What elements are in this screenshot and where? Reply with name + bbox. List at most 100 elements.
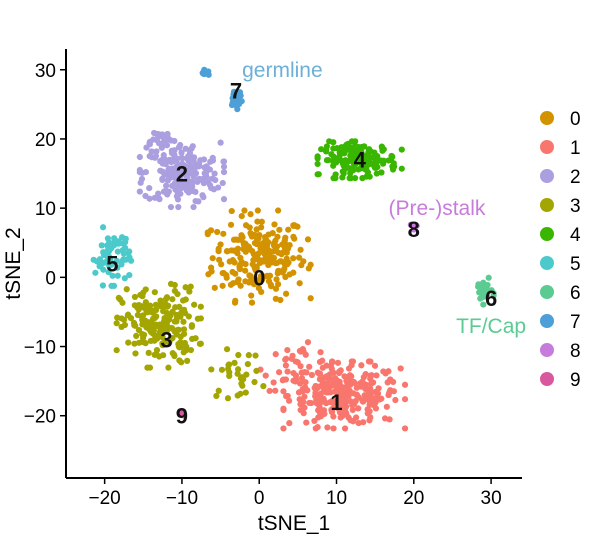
cluster-1-point xyxy=(362,371,369,378)
cluster-0-point xyxy=(223,274,230,281)
cluster-1-point xyxy=(383,403,390,410)
cluster-0-point xyxy=(270,242,278,249)
cluster-1-point xyxy=(316,383,323,390)
cluster-0-point xyxy=(252,253,259,261)
cluster-3-point xyxy=(218,366,226,373)
cluster-3-point xyxy=(134,311,141,319)
cluster-3-point xyxy=(127,315,135,322)
cluster-0-point xyxy=(220,270,227,277)
cluster-4-point xyxy=(366,146,373,153)
cluster-2-point xyxy=(168,170,175,177)
cluster-3-point xyxy=(208,366,215,373)
cluster-1-point xyxy=(337,367,344,374)
cluster-1-point xyxy=(319,357,326,364)
annotation-layer: germline (Pre-)stalk TF/Cap xyxy=(242,59,526,338)
cluster-0-point xyxy=(241,207,248,214)
cluster-3-point xyxy=(242,389,249,396)
cluster-3-point xyxy=(151,289,158,296)
cluster-3-point xyxy=(197,315,204,322)
cluster-3-point xyxy=(169,296,176,303)
cluster-1-point xyxy=(282,362,290,369)
legend-label-8: 8 xyxy=(570,341,581,362)
cluster-3-point xyxy=(167,336,174,343)
cluster-3-point xyxy=(171,281,178,289)
cluster-3-point xyxy=(180,330,188,338)
cluster-1-point xyxy=(324,424,331,431)
legend-label-1: 1 xyxy=(570,138,581,159)
legend-label-5: 5 xyxy=(570,254,581,275)
cluster-3-point xyxy=(119,299,126,306)
cluster-4-point xyxy=(371,154,378,161)
cluster-3-point xyxy=(163,295,170,303)
cluster-1-point xyxy=(301,393,308,400)
cluster-0-point xyxy=(248,299,256,306)
cluster-2-point xyxy=(170,158,177,165)
y-tick-label: 20 xyxy=(35,130,56,151)
cluster-3-point xyxy=(253,367,260,375)
cluster-0-point xyxy=(229,268,236,276)
cluster-1-point xyxy=(361,392,368,399)
cluster-1-point xyxy=(334,400,341,407)
cluster-1-point xyxy=(288,355,295,362)
cluster-1-point xyxy=(324,389,332,396)
cluster-5-point xyxy=(99,224,107,231)
cluster-5-point xyxy=(96,256,104,263)
cluster-1-point xyxy=(315,394,322,401)
cluster-1-point xyxy=(347,381,354,388)
y-tick-label: 10 xyxy=(35,199,56,220)
cluster-5-point xyxy=(103,250,110,257)
x-tick-label: −10 xyxy=(166,488,198,509)
cluster-3-point xyxy=(187,283,194,290)
cluster-1-point xyxy=(341,425,349,432)
cluster-1-point xyxy=(337,414,344,421)
cluster-1-point xyxy=(390,388,397,395)
cluster-5-point xyxy=(106,262,113,269)
cluster-1-label: 1 xyxy=(330,390,342,415)
cluster-2-point xyxy=(177,164,184,171)
cluster-1-point xyxy=(297,401,304,408)
cluster-2-point xyxy=(146,185,153,192)
cluster-1-point xyxy=(371,362,379,369)
x-tick-label: 20 xyxy=(403,488,424,509)
cluster-1-point xyxy=(317,349,324,356)
cluster-3-point xyxy=(169,325,176,332)
cluster-5-point xyxy=(98,242,105,249)
cluster-1-point xyxy=(306,363,313,370)
cluster-4-point xyxy=(333,159,340,166)
cluster-3-point xyxy=(139,293,146,300)
cluster-3-point xyxy=(159,334,166,341)
cluster-2-point xyxy=(217,139,224,146)
cluster-1-point xyxy=(282,376,290,383)
cluster-3-point xyxy=(225,365,232,373)
cluster-1-point xyxy=(302,379,309,386)
cluster-3-point xyxy=(151,351,158,358)
cluster-2-point xyxy=(190,203,197,211)
cluster-4-label: 4 xyxy=(354,148,367,173)
cluster-1-point xyxy=(320,407,328,414)
cluster-3-point xyxy=(147,337,154,345)
cluster-3-point xyxy=(244,360,251,368)
cluster-0-point xyxy=(264,272,271,279)
cluster-1-point xyxy=(357,380,364,387)
cluster-3-point xyxy=(182,310,189,317)
cluster-0-point xyxy=(251,281,258,288)
cluster-5-point xyxy=(104,235,112,242)
cluster-0-point xyxy=(297,246,304,253)
cluster-4-point xyxy=(336,149,343,156)
cluster-3-point xyxy=(180,326,188,333)
legend-key-6 xyxy=(540,285,554,299)
cluster-4-point xyxy=(314,160,321,167)
cluster-2-point xyxy=(211,170,218,177)
cluster-2-point xyxy=(170,152,178,159)
cluster-8-point xyxy=(411,225,418,232)
cluster-3-point xyxy=(140,321,148,328)
cluster-0-point xyxy=(254,236,261,244)
cluster-2-point xyxy=(157,158,164,165)
y-axis-title: tSNE_2 xyxy=(2,227,25,299)
cluster-7-point xyxy=(233,93,240,100)
cluster-6-point xyxy=(480,301,487,308)
cluster-3-point xyxy=(173,317,180,324)
cluster-1-point xyxy=(373,389,380,396)
cluster-1-point xyxy=(376,396,383,403)
cluster-0-point xyxy=(242,222,250,229)
